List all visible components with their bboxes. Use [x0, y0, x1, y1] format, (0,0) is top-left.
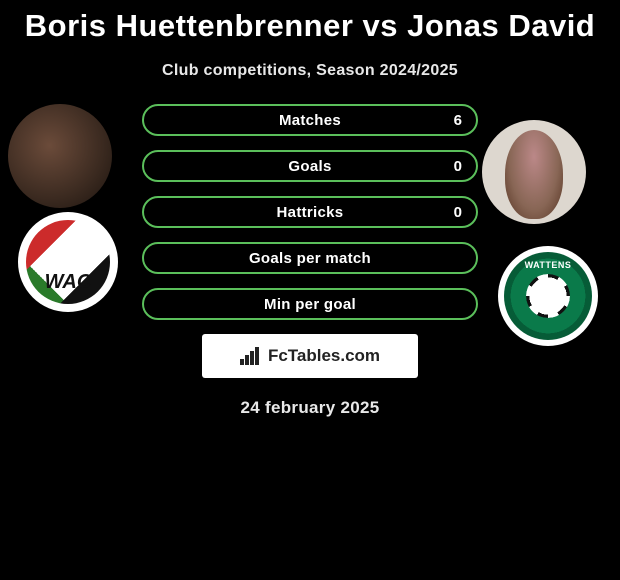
stat-bar-goals-per-match: Goals per match — [142, 242, 478, 274]
page-title: Boris Huettenbrenner vs Jonas David — [0, 0, 620, 44]
stat-value: 0 — [454, 158, 462, 175]
page-subtitle: Club competitions, Season 2024/2025 — [0, 62, 620, 80]
stat-bars: Matches 6 Goals 0 Hattricks 0 Goals per … — [142, 104, 478, 320]
stat-bar-min-per-goal: Min per goal — [142, 288, 478, 320]
brand-text: FcTables.com — [268, 346, 380, 366]
stat-label: Hattricks — [277, 204, 344, 221]
right-club-logo — [498, 246, 598, 346]
comparison-content: Matches 6 Goals 0 Hattricks 0 Goals per … — [0, 104, 620, 418]
brand-logo: FcTables.com — [202, 334, 418, 378]
stat-label: Goals per match — [249, 250, 371, 267]
stat-value: 0 — [454, 204, 462, 221]
stat-label: Matches — [279, 112, 341, 129]
stat-bar-goals: Goals 0 — [142, 150, 478, 182]
bar-chart-icon — [240, 347, 262, 365]
stat-bar-matches: Matches 6 — [142, 104, 478, 136]
stat-value: 6 — [454, 112, 462, 129]
right-player-avatar — [482, 120, 586, 224]
left-club-logo — [18, 212, 118, 312]
stat-label: Min per goal — [264, 296, 356, 313]
soccer-ball-icon — [526, 274, 570, 318]
left-player-avatar — [8, 104, 112, 208]
stat-label: Goals — [288, 158, 331, 175]
date-label: 24 february 2025 — [0, 398, 620, 418]
stat-bar-hattricks: Hattricks 0 — [142, 196, 478, 228]
